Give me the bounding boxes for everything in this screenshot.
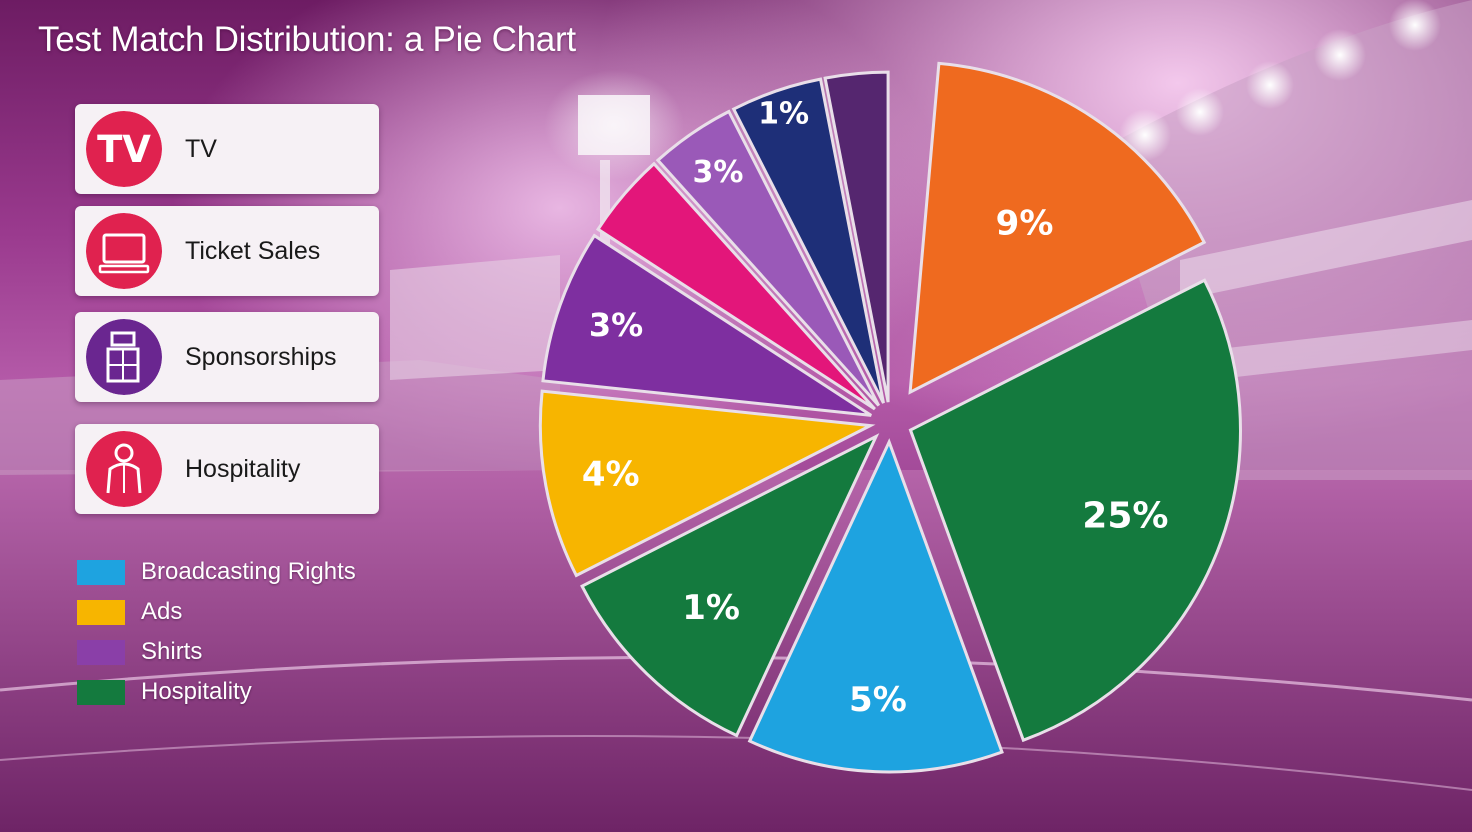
slice-label: 4% bbox=[582, 455, 640, 495]
slice-label: 3% bbox=[692, 155, 743, 190]
legend-item: Ads bbox=[77, 597, 397, 627]
card-label: TV bbox=[185, 135, 217, 163]
tv-text-icon: TV bbox=[86, 111, 162, 187]
card-hospitality: Hospitality bbox=[75, 424, 379, 514]
pie-slice bbox=[747, 438, 1004, 774]
legend-item: Hospitality bbox=[77, 677, 397, 707]
legend-label: Shirts bbox=[141, 638, 203, 665]
card-tv: TV TV bbox=[75, 104, 379, 194]
svg-text:TV: TV bbox=[97, 128, 151, 171]
television-icon bbox=[86, 213, 162, 289]
building-icon bbox=[86, 319, 162, 395]
legend-item: Shirts bbox=[77, 637, 397, 667]
pie-slice bbox=[731, 77, 885, 404]
pie-slice bbox=[823, 70, 890, 403]
legend-swatch bbox=[77, 600, 125, 625]
legend-label: Broadcasting Rights bbox=[141, 558, 356, 585]
card-label: Hospitality bbox=[185, 455, 301, 483]
pie-chart: 9% 25% 5% 1% 4% 3% 3% 1% bbox=[538, 61, 1242, 774]
chart-title: Test Match Distribution: a Pie Chart bbox=[38, 20, 576, 59]
pie-slice bbox=[541, 233, 872, 417]
legend-label: Hospitality bbox=[141, 678, 252, 705]
pie-slice bbox=[908, 278, 1242, 743]
pie-slice bbox=[595, 161, 876, 411]
pie-slice bbox=[580, 433, 880, 738]
slice-label: 1% bbox=[758, 96, 809, 131]
pie-slice bbox=[538, 389, 876, 578]
legend-swatch bbox=[77, 560, 125, 585]
slice-label: 3% bbox=[589, 306, 643, 344]
legend-item: Broadcasting Rights bbox=[77, 557, 397, 587]
pie-slice bbox=[655, 109, 881, 407]
pie-slice bbox=[908, 61, 1207, 395]
card-label: Ticket Sales bbox=[185, 237, 321, 265]
legend-swatch bbox=[77, 680, 125, 705]
slice-label: 9% bbox=[996, 203, 1054, 243]
card-sponsorships: Sponsorships bbox=[75, 312, 379, 402]
card-ticket-sales: Ticket Sales bbox=[75, 206, 379, 296]
person-icon bbox=[86, 431, 162, 507]
slice-label: 1% bbox=[682, 588, 740, 628]
slice-label: 5% bbox=[849, 680, 907, 720]
card-label: Sponsorships bbox=[185, 343, 337, 371]
legend-swatch bbox=[77, 640, 125, 665]
legend-label: Ads bbox=[141, 598, 183, 625]
slice-label: 25% bbox=[1082, 495, 1168, 536]
